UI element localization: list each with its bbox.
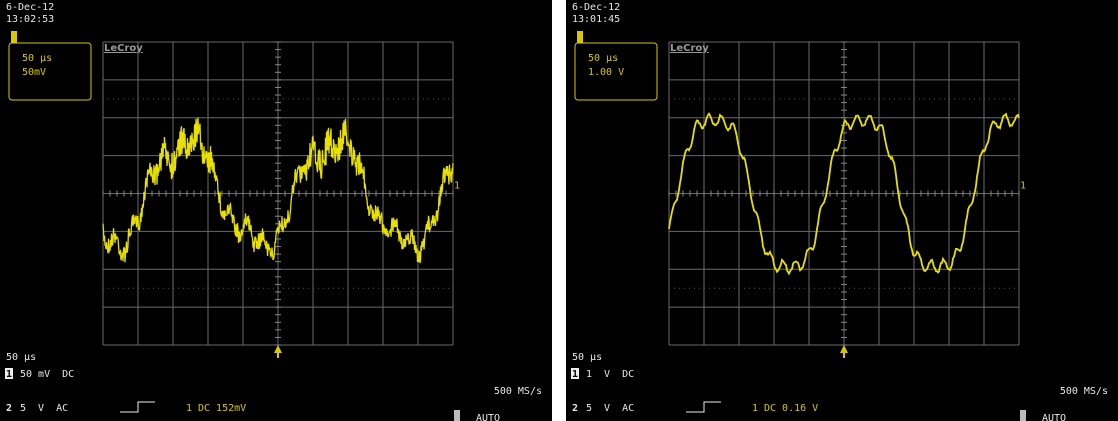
trigger-setting: DC 152mV	[198, 403, 246, 414]
time: 13:01:45	[572, 14, 620, 25]
box-volts: 50mV	[22, 67, 46, 78]
sample-rate: 500 MS/s	[1060, 386, 1108, 397]
ch1-num: 1	[6, 369, 12, 380]
bottom-time: 50 µs	[572, 352, 602, 363]
ch2-num: 2	[6, 403, 12, 414]
screenshot: 6-Dec-1213:02:5350 µs50mVLeCroy150 µs150…	[0, 0, 1118, 421]
trigger-mode: AUTO	[476, 413, 500, 421]
mode-indicator	[454, 410, 460, 421]
ch2-setting: 5 V AC	[586, 403, 634, 414]
screen-bg	[566, 0, 1118, 421]
trigger-num: 1	[186, 403, 192, 414]
sample-rate: 500 MS/s	[494, 386, 542, 397]
time: 13:02:53	[6, 14, 54, 25]
trigger-mode: AUTO	[1042, 413, 1066, 421]
trigger-marker	[577, 31, 583, 43]
trigger-setting: DC 0.16 V	[764, 403, 818, 414]
ch2-setting: 5 V AC	[20, 403, 68, 414]
box-time: 50 µs	[588, 53, 618, 64]
date: 6-Dec-12	[572, 2, 620, 13]
date: 6-Dec-12	[6, 2, 54, 13]
screen-bg	[0, 0, 552, 421]
mode-indicator	[1020, 410, 1026, 421]
ch1-setting: 50 mV DC	[20, 369, 74, 380]
ch1-num: 1	[572, 369, 578, 380]
bottom-time: 50 µs	[6, 352, 36, 363]
brand: LeCroy	[670, 43, 709, 54]
trace-marker: 1	[454, 181, 460, 192]
trigger-marker	[11, 31, 17, 43]
trace-marker: 1	[1020, 181, 1026, 192]
ch1-setting: 1 V DC	[586, 369, 634, 380]
box-volts: 1.00 V	[588, 67, 624, 78]
trigger-num: 1	[752, 403, 758, 414]
brand: LeCroy	[104, 43, 143, 54]
ch2-num: 2	[572, 403, 578, 414]
box-time: 50 µs	[22, 53, 52, 64]
